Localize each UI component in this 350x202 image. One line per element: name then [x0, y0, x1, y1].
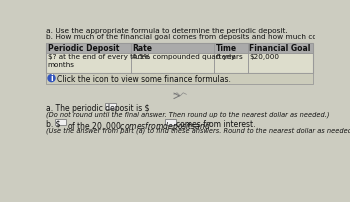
Text: b. $: b. $ — [46, 120, 61, 129]
Text: Periodic Deposit: Periodic Deposit — [48, 44, 119, 53]
Text: comes from interest.: comes from interest. — [176, 120, 256, 129]
Text: Financial Goal: Financial Goal — [249, 44, 310, 53]
Bar — [164, 119, 175, 125]
Bar — [105, 103, 116, 109]
Bar — [46, 73, 313, 84]
Text: 6 years: 6 years — [216, 54, 243, 60]
Text: Rate: Rate — [132, 44, 152, 53]
Text: Time: Time — [216, 44, 237, 53]
Text: 4.5% compounded quarterly: 4.5% compounded quarterly — [132, 54, 236, 60]
Text: a. Use the appropriate formula to determine the periodic deposit.: a. Use the appropriate formula to determ… — [46, 28, 288, 34]
Text: i: i — [50, 74, 53, 83]
Bar — [46, 53, 313, 73]
Text: $20,000: $20,000 — [249, 54, 279, 60]
Bar — [46, 43, 313, 53]
Text: of the $20,000 comes from deposits and $: of the $20,000 comes from deposits and $ — [67, 120, 211, 133]
Text: (Use the answer from part (a) to find these answers. Round to the nearest dollar: (Use the answer from part (a) to find th… — [46, 127, 350, 134]
Bar — [46, 43, 313, 73]
Text: (Do not round until the final answer. Then round up to the nearest dollar as nee: (Do not round until the final answer. Th… — [46, 111, 330, 118]
Circle shape — [48, 75, 55, 82]
Text: a. The periodic deposit is $: a. The periodic deposit is $ — [46, 104, 149, 113]
Bar — [55, 119, 66, 125]
Text: b. How much of the financial goal comes from deposits and how much comes from in: b. How much of the financial goal comes … — [46, 34, 350, 40]
Text: Click the icon to view some finance formulas.: Click the icon to view some finance form… — [57, 75, 231, 84]
Text: $? at the end of every three
months: $? at the end of every three months — [48, 54, 149, 68]
